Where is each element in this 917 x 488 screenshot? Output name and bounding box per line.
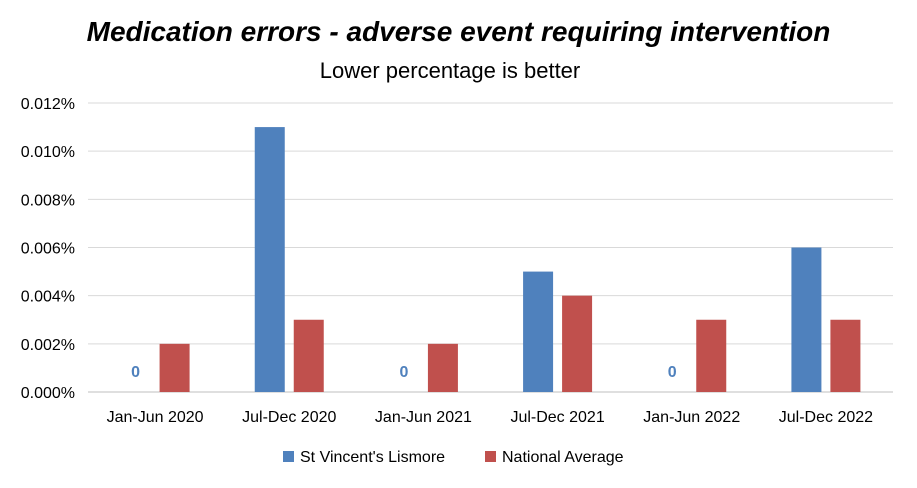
x-tick-label: Jul-Dec 2021 [510, 409, 604, 426]
bar-national-average [159, 343, 190, 392]
legend-label: St Vincent's Lismore [300, 449, 445, 466]
y-tick-label: 0.004% [21, 289, 75, 306]
bar-st-vincents [791, 247, 822, 392]
y-tick-label: 0.012% [21, 96, 75, 113]
data-label: 0 [399, 364, 408, 381]
bar-st-vincents [523, 271, 554, 392]
data-label: 0 [131, 364, 140, 381]
bar-st-vincents [254, 127, 285, 392]
x-tick-label: Jul-Dec 2020 [242, 409, 336, 426]
y-tick-label: 0.008% [21, 192, 75, 209]
y-tick-label: 0.010% [21, 144, 75, 161]
x-tick-label: Jan-Jun 2021 [375, 409, 472, 426]
legend-swatch [485, 451, 496, 462]
legend-swatch [283, 451, 294, 462]
x-tick-label: Jan-Jun 2022 [643, 409, 740, 426]
bar-national-average [696, 319, 727, 392]
chart-title: Medication errors - adverse event requir… [86, 16, 831, 47]
chart-subtitle: Lower percentage is better [319, 58, 581, 83]
y-tick-label: 0.000% [21, 385, 75, 402]
bar-national-average [830, 319, 861, 392]
x-tick-label: Jul-Dec 2022 [779, 409, 873, 426]
bar-national-average [293, 319, 324, 392]
y-tick-label: 0.002% [21, 337, 75, 354]
bar-national-average [562, 295, 593, 392]
legend-label: National Average [502, 449, 624, 466]
bar-national-average [427, 343, 458, 392]
x-tick-label: Jan-Jun 2020 [107, 409, 204, 426]
data-label: 0 [668, 364, 677, 381]
y-tick-label: 0.006% [21, 241, 75, 258]
